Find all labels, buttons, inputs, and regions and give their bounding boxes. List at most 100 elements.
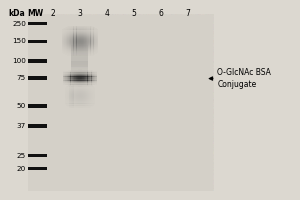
Bar — [79, 49, 80, 50]
Bar — [84, 96, 85, 97]
Bar — [66, 47, 67, 48]
Bar — [86, 43, 87, 44]
Bar — [74, 104, 75, 105]
Bar — [69, 105, 70, 106]
Bar — [85, 98, 86, 99]
Bar — [78, 78, 79, 79]
Bar — [69, 92, 70, 93]
Bar — [63, 29, 64, 30]
Bar — [87, 30, 88, 31]
Bar — [82, 75, 83, 76]
Bar — [70, 91, 71, 92]
Bar — [71, 85, 72, 86]
Bar — [66, 84, 67, 85]
Bar — [66, 84, 67, 85]
Bar — [67, 48, 68, 49]
Bar — [92, 105, 93, 106]
Bar — [94, 99, 95, 100]
Bar — [85, 36, 86, 37]
Bar — [72, 30, 73, 31]
Bar — [93, 36, 94, 37]
Bar — [79, 50, 80, 51]
Bar — [81, 103, 82, 104]
Bar — [97, 41, 98, 42]
Bar — [71, 103, 72, 104]
Bar — [77, 75, 78, 76]
Bar — [62, 31, 63, 32]
Bar — [82, 42, 83, 43]
Bar — [94, 94, 95, 95]
Bar — [77, 84, 78, 85]
Bar — [77, 86, 78, 87]
Bar — [87, 101, 88, 102]
Bar — [70, 86, 71, 87]
Bar — [65, 50, 66, 51]
Bar — [82, 103, 83, 104]
Bar — [75, 40, 76, 41]
Bar — [84, 104, 85, 105]
Bar — [75, 52, 76, 53]
Bar — [88, 27, 89, 28]
Bar — [82, 104, 83, 105]
Bar — [93, 80, 94, 81]
Bar — [88, 84, 89, 85]
Bar — [68, 96, 69, 97]
Bar — [79, 95, 80, 96]
Bar — [94, 76, 95, 77]
Bar — [94, 47, 95, 48]
Bar — [75, 98, 76, 99]
Bar — [68, 77, 69, 78]
Bar — [88, 47, 89, 48]
Bar — [82, 87, 83, 88]
Bar — [69, 83, 70, 84]
Bar — [74, 80, 75, 81]
Bar — [82, 70, 83, 71]
Text: 6: 6 — [158, 9, 163, 18]
Bar — [79, 102, 80, 103]
Bar — [70, 53, 71, 54]
Bar — [79, 82, 80, 83]
Bar — [88, 35, 89, 36]
Bar — [81, 32, 82, 33]
Bar — [90, 42, 91, 43]
Bar — [79, 98, 80, 99]
Bar — [66, 38, 67, 39]
Bar — [79, 85, 80, 86]
Bar — [89, 81, 90, 82]
Bar — [84, 84, 85, 85]
Bar — [87, 75, 88, 76]
Bar — [87, 32, 88, 33]
Bar — [67, 39, 68, 40]
Bar — [86, 33, 87, 34]
Bar — [83, 33, 84, 34]
Bar — [93, 76, 94, 77]
Bar — [84, 32, 85, 33]
Bar — [81, 30, 82, 31]
Bar — [87, 26, 88, 27]
Bar — [87, 38, 88, 39]
Bar — [89, 84, 90, 85]
Bar — [93, 101, 94, 102]
Bar — [69, 84, 70, 85]
Bar — [84, 77, 85, 78]
Bar — [71, 86, 72, 87]
Bar — [90, 86, 91, 87]
Bar — [90, 84, 91, 85]
Bar — [93, 74, 94, 75]
Bar — [88, 54, 89, 55]
Bar — [66, 93, 67, 94]
Bar — [76, 84, 77, 85]
Bar — [76, 38, 77, 39]
Bar — [69, 84, 70, 85]
Bar — [96, 43, 97, 44]
Bar — [72, 94, 73, 95]
Bar — [71, 90, 72, 91]
Bar — [82, 84, 83, 85]
Bar — [76, 92, 77, 93]
Bar — [80, 70, 81, 71]
Bar — [78, 41, 79, 42]
Bar — [94, 31, 95, 32]
Text: 7: 7 — [185, 9, 190, 18]
Bar — [86, 101, 87, 102]
Bar — [82, 76, 83, 77]
